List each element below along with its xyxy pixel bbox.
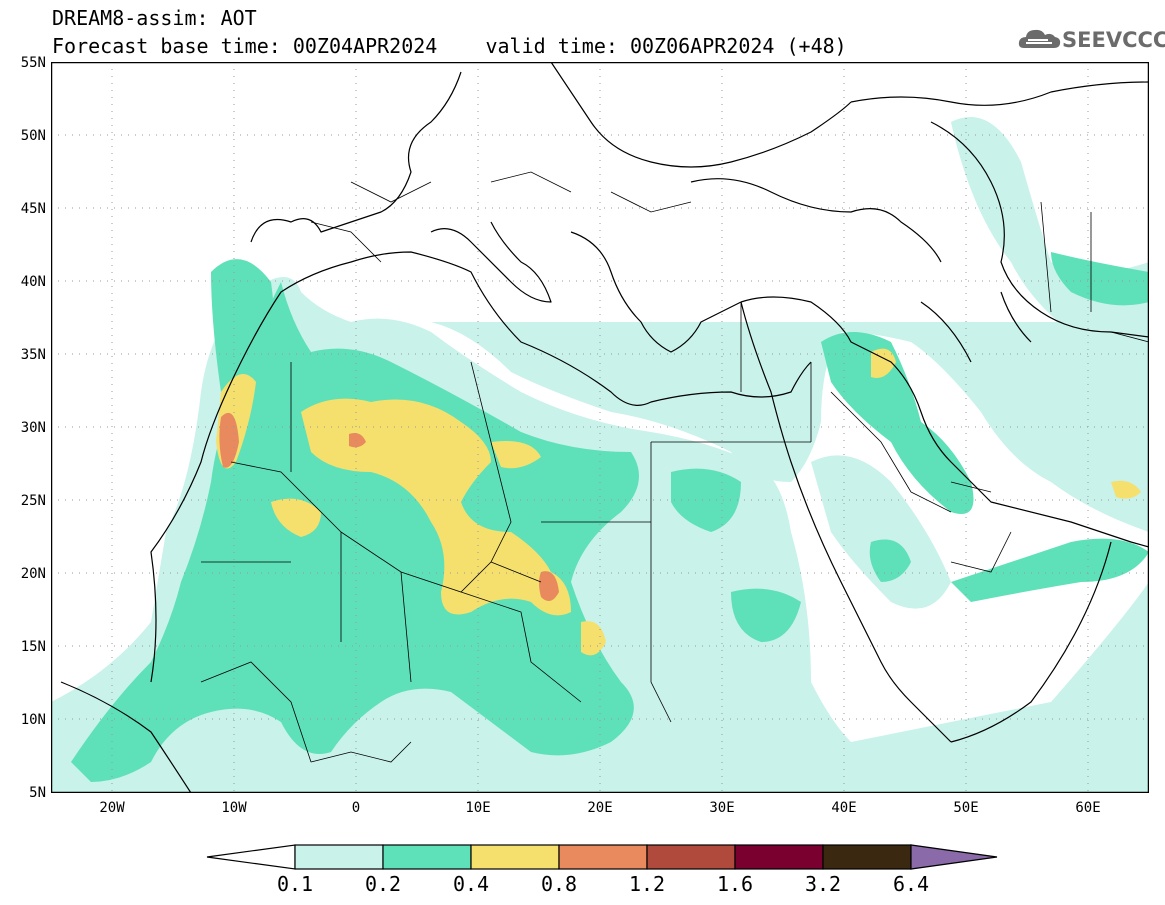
- aot-map: [51, 62, 1149, 793]
- lat-label: 20N: [20, 566, 46, 582]
- colorbar-segment: [470, 844, 560, 870]
- colorbar-segment: [646, 844, 736, 870]
- colorbar-label: 0.2: [364, 872, 402, 896]
- lat-label: 25N: [20, 493, 46, 509]
- lat-label: 30N: [20, 420, 46, 436]
- colorbar-segment: [294, 844, 384, 870]
- logo-text: SEEVCCC: [1062, 28, 1165, 52]
- colorbar-segment: [822, 844, 912, 870]
- lat-label: 10N: [20, 712, 46, 728]
- lon-label: 10W: [221, 800, 247, 816]
- lon-label: 20W: [99, 800, 125, 816]
- lat-label: 40N: [20, 274, 46, 290]
- colorbar-low-arrow: [206, 844, 296, 870]
- lon-label: 20E: [587, 800, 613, 816]
- forecast-time-line: Forecast base time: 00Z04APR2024 valid t…: [52, 34, 847, 58]
- colorbar-label: 1.6: [716, 872, 754, 896]
- colorbar-label: 0.1: [276, 872, 314, 896]
- map-frame: [51, 62, 1149, 793]
- lon-label: 10E: [465, 800, 491, 816]
- lon-label: 60E: [1075, 800, 1101, 816]
- lon-label: 50E: [953, 800, 979, 816]
- lon-label: 40E: [831, 800, 857, 816]
- coastlines: [60, 62, 1149, 793]
- lat-label: 35N: [20, 347, 46, 363]
- lat-label: 45N: [20, 201, 46, 217]
- lat-label: 15N: [20, 639, 46, 655]
- colorbar-segment: [734, 844, 824, 870]
- cloud-icon: [1018, 29, 1061, 48]
- lat-label: 50N: [20, 128, 46, 144]
- aot-band-0.2-0.4: [71, 252, 1149, 782]
- colorbar-label: 6.4: [892, 872, 930, 896]
- colorbar: [206, 844, 998, 870]
- country-borders: [200, 171, 1149, 763]
- lon-label: 30E: [709, 800, 735, 816]
- lon-label: 0: [351, 800, 361, 816]
- chart-title: DREAM8-assim: AOT: [52, 6, 257, 30]
- colorbar-label: 0.8: [540, 872, 578, 896]
- lat-label: 55N: [20, 55, 46, 71]
- colorbar-high-arrow: [910, 844, 998, 870]
- lat-label: 5N: [29, 785, 46, 801]
- colorbar-label: 0.4: [452, 872, 490, 896]
- seevccc-logo: SEEVCCC: [1018, 26, 1165, 54]
- colorbar-label: 1.2: [628, 872, 666, 896]
- colorbar-label: 3.2: [804, 872, 842, 896]
- colorbar-segment: [382, 844, 472, 870]
- colorbar-segment: [558, 844, 648, 870]
